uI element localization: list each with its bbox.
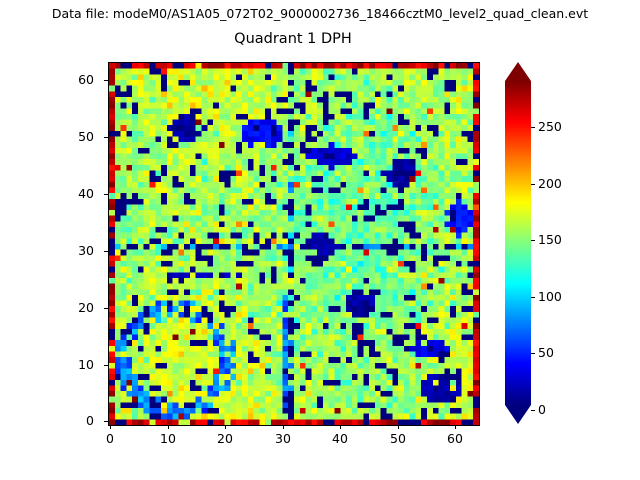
x-tick-mark — [398, 425, 399, 429]
x-tick-label: 10 — [160, 431, 176, 446]
colorbar-gradient — [505, 81, 531, 405]
y-tick-mark — [104, 194, 108, 195]
x-tick-mark — [455, 425, 456, 429]
x-tick-mark — [225, 425, 226, 429]
dph-heatmap-image[interactable] — [109, 63, 479, 425]
colorbar-tick-label: 0 — [538, 402, 546, 417]
colorbar-tick-mark — [531, 353, 535, 354]
colorbar[interactable] — [505, 62, 531, 424]
colorbar-tick-mark — [531, 410, 535, 411]
colorbar-canvas — [505, 81, 531, 405]
y-tick-mark — [104, 365, 108, 366]
y-tick-mark — [104, 251, 108, 252]
data-file-label: Data file: modeM0/AS1A05_072T02_90000027… — [51, 6, 589, 21]
y-tick-mark — [104, 421, 108, 422]
x-tick-mark — [340, 425, 341, 429]
colorbar-tick-mark — [531, 297, 535, 298]
colorbar-over-arrow-icon — [505, 62, 531, 81]
x-tick-label: 50 — [390, 431, 406, 446]
x-tick-label: 20 — [217, 431, 233, 446]
x-tick-label: 60 — [447, 431, 463, 446]
y-tick-mark — [104, 308, 108, 309]
x-tick-label: 0 — [106, 431, 114, 446]
colorbar-tick-mark — [531, 184, 535, 185]
x-tick-label: 30 — [275, 431, 291, 446]
colorbar-tick-label: 250 — [538, 119, 562, 134]
colorbar-tick-mark — [531, 240, 535, 241]
colorbar-tick-label: 50 — [538, 345, 554, 360]
x-tick-mark — [168, 425, 169, 429]
y-tick-label: 50 — [78, 129, 94, 144]
y-tick-label: 0 — [86, 413, 94, 428]
colorbar-tick-label: 150 — [538, 232, 562, 247]
x-tick-label: 40 — [332, 431, 348, 446]
y-tick-mark — [104, 137, 108, 138]
y-tick-label: 30 — [78, 243, 94, 258]
colorbar-tick-mark — [531, 127, 535, 128]
y-tick-label: 60 — [78, 72, 94, 87]
y-tick-label: 40 — [78, 186, 94, 201]
colorbar-tick-label: 200 — [538, 176, 562, 191]
x-tick-mark — [110, 425, 111, 429]
colorbar-tick-label: 100 — [538, 289, 562, 304]
plot-title: Quadrant 1 DPH — [234, 31, 352, 47]
y-tick-label: 20 — [78, 300, 94, 315]
x-tick-mark — [283, 425, 284, 429]
y-tick-label: 10 — [78, 357, 94, 372]
heatmap-axes[interactable] — [108, 62, 480, 426]
colorbar-under-arrow-icon — [505, 405, 531, 424]
y-tick-mark — [104, 80, 108, 81]
